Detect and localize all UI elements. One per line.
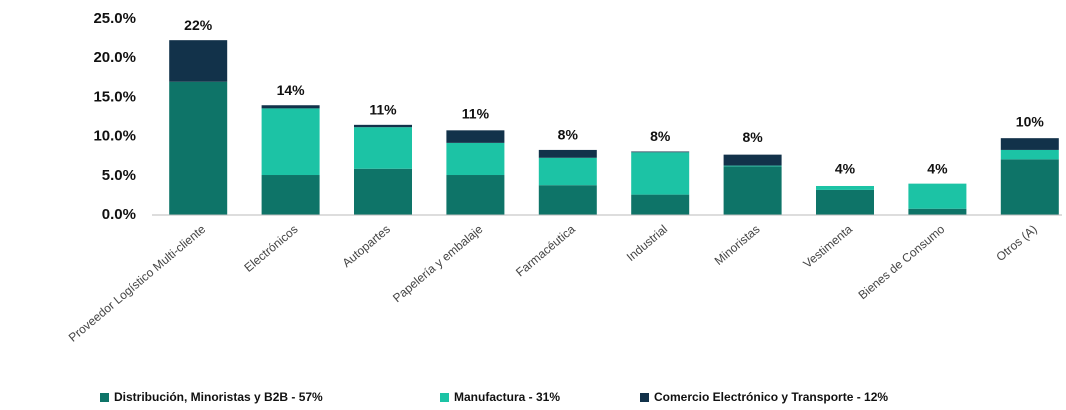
bar-segment bbox=[908, 183, 967, 209]
legend-label: Manufactura - 31% bbox=[454, 390, 560, 404]
total-label: 11% bbox=[369, 102, 397, 118]
legend-swatch bbox=[440, 393, 449, 402]
x-tick-label: Electrónicos bbox=[241, 222, 300, 275]
bar-segment bbox=[446, 142, 505, 176]
total-label: 14% bbox=[277, 82, 306, 98]
y-tick-label: 0.0% bbox=[102, 206, 136, 223]
x-tick-label: Autopartes bbox=[340, 222, 393, 270]
bar-segment bbox=[354, 124, 412, 128]
y-tick-label: 10.0% bbox=[93, 128, 136, 145]
bar-segment bbox=[908, 208, 967, 215]
bar-segment bbox=[261, 105, 320, 109]
bar-segment bbox=[538, 185, 597, 215]
total-label: 11% bbox=[462, 105, 490, 121]
legend-label: Distribución, Minoristas y B2B - 57% bbox=[114, 390, 323, 404]
y-tick-label: 5.0% bbox=[102, 167, 136, 184]
legend-swatch bbox=[640, 393, 649, 402]
total-label: 8% bbox=[558, 127, 579, 143]
bar-segment bbox=[261, 108, 320, 176]
x-tick-label: Farmacéutica bbox=[513, 222, 578, 280]
y-tick-label: 25.0% bbox=[93, 10, 136, 27]
bar-segment bbox=[631, 152, 690, 195]
bar-segment bbox=[631, 151, 690, 153]
bar-segment bbox=[446, 175, 505, 215]
legend-label: Comercio Electrónico y Transporte - 12% bbox=[654, 390, 888, 404]
bar-segment bbox=[816, 185, 874, 190]
x-tick-label: Bienes de Consumo bbox=[856, 222, 948, 302]
bar-segment bbox=[1000, 138, 1059, 150]
legend-swatch bbox=[100, 393, 109, 402]
total-label: 22% bbox=[184, 17, 213, 33]
bar-segment bbox=[538, 149, 597, 158]
bar-segment bbox=[169, 81, 228, 215]
bar-segment bbox=[169, 40, 228, 82]
x-tick-label: Minoristas bbox=[712, 222, 763, 268]
bar-segment bbox=[446, 130, 505, 143]
bar-segment bbox=[354, 127, 412, 169]
x-tick-label: Otros (A) bbox=[993, 222, 1039, 264]
bar-segment bbox=[261, 175, 320, 215]
x-tick-label: Vestimenta bbox=[800, 222, 855, 271]
bar-segment bbox=[1000, 159, 1059, 215]
bar-segment bbox=[723, 166, 782, 215]
bar-segment bbox=[631, 194, 690, 215]
x-tick-label: Industrial bbox=[624, 222, 670, 264]
total-label: 8% bbox=[742, 129, 763, 145]
bar-segment bbox=[723, 165, 782, 167]
y-tick-label: 15.0% bbox=[93, 88, 136, 105]
bar-segment bbox=[723, 154, 782, 166]
total-label: 8% bbox=[650, 128, 671, 144]
total-label: 10% bbox=[1016, 113, 1045, 129]
bar-segment bbox=[816, 189, 874, 215]
bar-segment bbox=[354, 168, 412, 215]
x-tick-label: Proveedor Logístico Multi-cliente bbox=[66, 222, 209, 345]
total-label: 4% bbox=[927, 160, 948, 176]
bar-segment bbox=[1000, 149, 1059, 160]
total-label: 4% bbox=[835, 160, 856, 176]
bar-segment bbox=[538, 157, 597, 186]
y-tick-label: 20.0% bbox=[93, 49, 136, 66]
x-tick-label: Papelería y embalaje bbox=[390, 222, 486, 305]
